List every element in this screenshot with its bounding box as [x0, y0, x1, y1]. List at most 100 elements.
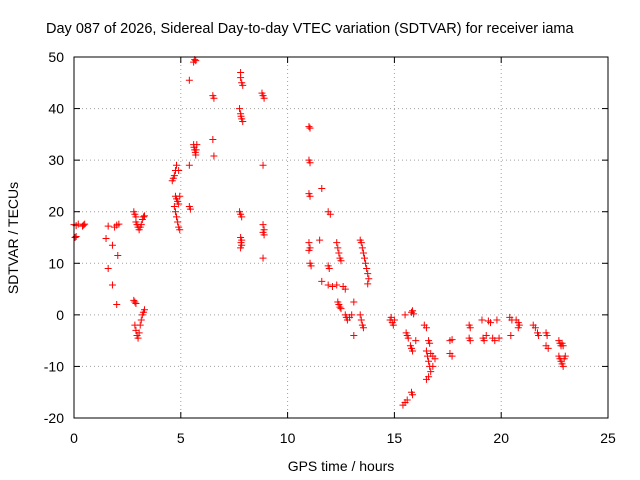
data-point: [427, 368, 435, 376]
data-point: [325, 264, 333, 272]
data-point: [326, 210, 334, 218]
data-point: [337, 305, 345, 313]
data-point: [175, 200, 183, 208]
data-point: [140, 306, 148, 314]
data-point: [410, 310, 418, 318]
y-tick-label: 30: [48, 152, 64, 168]
data-point: [173, 161, 181, 169]
y-axis-label: SDTVAR / TECUs: [5, 182, 21, 294]
data-point: [482, 331, 490, 339]
data-point: [466, 324, 474, 332]
data-point: [185, 76, 193, 84]
data-point: [236, 105, 244, 113]
data-point: [210, 152, 218, 160]
data-point: [412, 337, 420, 345]
data-point: [426, 339, 434, 347]
data-point: [115, 220, 123, 228]
data-point: [102, 235, 110, 243]
data-point: [306, 159, 314, 167]
data-point: [409, 347, 417, 355]
data-point: [305, 123, 313, 131]
x-tick-label: 25: [600, 430, 616, 446]
data-point: [173, 213, 181, 221]
data-point: [363, 264, 371, 272]
data-point: [544, 344, 552, 352]
data-point: [357, 316, 365, 324]
data-point: [237, 244, 245, 252]
data-point: [306, 192, 314, 200]
data-point: [365, 275, 373, 283]
x-tick-label: 5: [177, 430, 185, 446]
data-point: [448, 336, 456, 344]
data-point: [238, 213, 246, 221]
data-point: [559, 362, 567, 370]
data-point: [543, 331, 551, 339]
data-point: [401, 311, 409, 319]
data-point: [140, 212, 148, 220]
data-point: [324, 281, 332, 289]
data-point: [104, 264, 112, 272]
data-point: [358, 244, 366, 252]
data-point: [108, 241, 116, 249]
data-point: [192, 57, 200, 65]
data-point: [210, 94, 218, 102]
data-point: [389, 321, 397, 329]
data-point: [561, 352, 569, 360]
data-point: [259, 161, 267, 169]
data-point: [174, 218, 182, 226]
data-point: [422, 324, 430, 332]
data-point: [403, 396, 411, 404]
data-point: [429, 362, 437, 370]
data-point: [466, 337, 474, 345]
data-point: [334, 244, 342, 252]
data-point: [318, 277, 326, 285]
data-point: [491, 337, 499, 345]
y-tick-label: 0: [56, 307, 64, 323]
data-point: [176, 226, 184, 234]
data-point: [359, 249, 367, 257]
data-point: [360, 254, 368, 262]
data-point: [74, 220, 82, 228]
data-point: [171, 208, 179, 216]
y-tick-label: 20: [48, 204, 64, 220]
data-point: [359, 324, 367, 332]
data-point: [306, 124, 314, 132]
data-point: [307, 262, 315, 270]
data-point: [185, 161, 193, 169]
data-point: [113, 301, 121, 309]
data-point: [350, 331, 358, 339]
data-point: [136, 321, 144, 329]
data-point: [114, 252, 122, 260]
chart-title: Day 087 of 2026, Sidereal Day-to-day VTE…: [46, 21, 575, 37]
data-point: [350, 298, 358, 306]
data-point: [192, 146, 200, 154]
x-tick-label: 0: [70, 430, 78, 446]
data-point: [335, 249, 343, 257]
grid: [74, 57, 608, 418]
data-point: [135, 329, 143, 337]
data-point: [480, 337, 488, 345]
data-point: [137, 221, 145, 229]
data-point: [193, 141, 201, 149]
x-tick-label: 10: [280, 430, 296, 446]
data-point: [170, 203, 178, 211]
data-point: [318, 185, 326, 193]
data-point: [259, 254, 267, 262]
data-point: [239, 81, 247, 89]
data-point: [341, 285, 349, 293]
data-point: [316, 236, 324, 244]
data-point: [390, 316, 398, 324]
data-point: [448, 352, 456, 360]
data-point: [487, 319, 495, 327]
data-point: [409, 391, 417, 399]
data-point: [535, 331, 543, 339]
data-point: [239, 117, 247, 125]
data-point: [478, 316, 486, 324]
data-point: [131, 298, 139, 306]
data-point: [337, 257, 345, 265]
data-point: [175, 166, 183, 174]
data-point: [431, 355, 439, 363]
data-point: [531, 324, 539, 332]
data-point: [260, 231, 268, 239]
data-point: [333, 281, 341, 289]
